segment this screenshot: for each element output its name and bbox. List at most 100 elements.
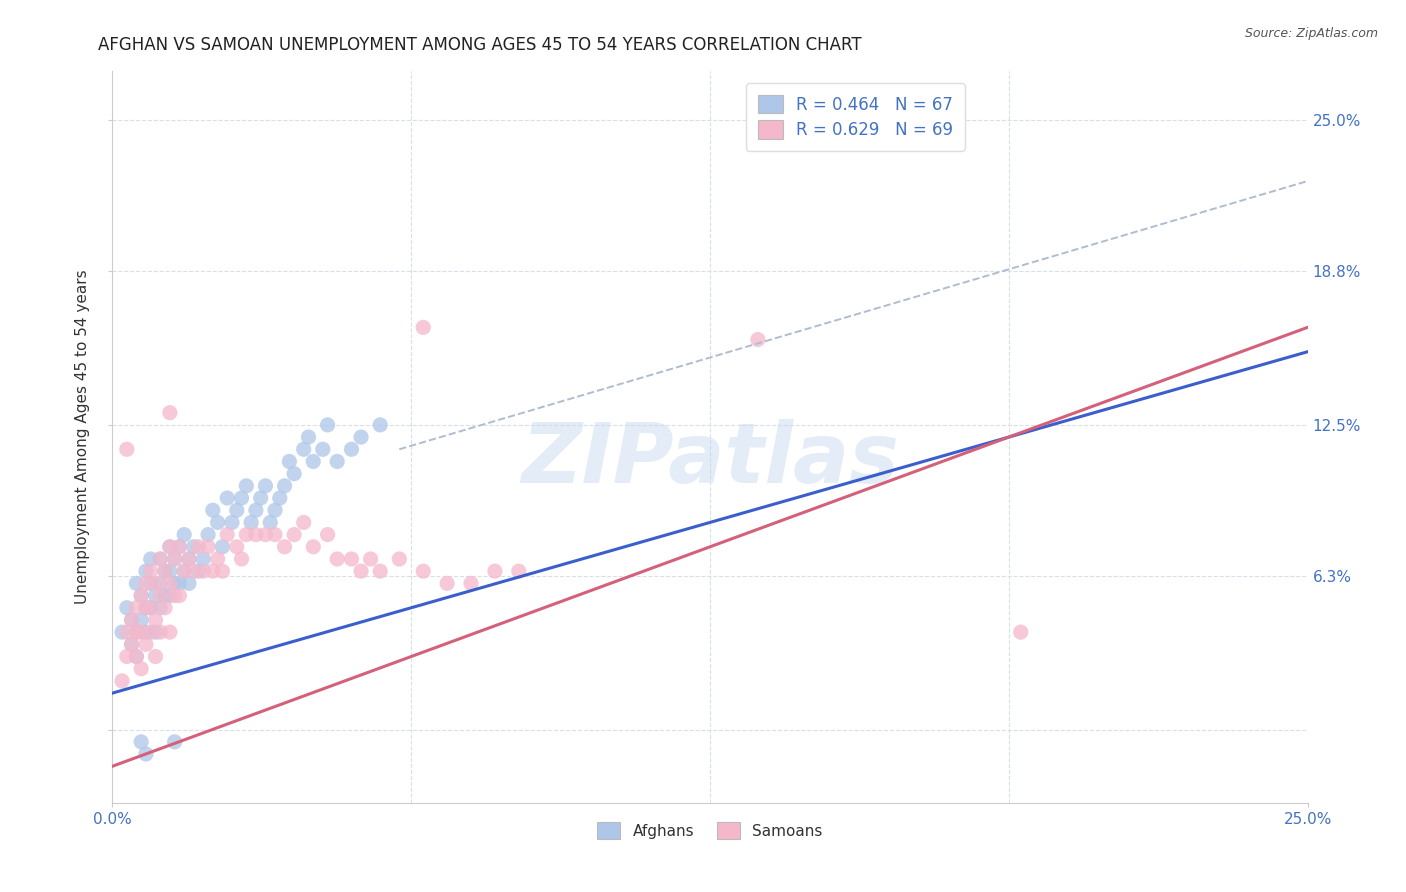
Point bbox=[149, 625, 172, 640]
Point bbox=[259, 516, 281, 530]
Point bbox=[159, 406, 181, 420]
Point bbox=[125, 576, 148, 591]
Point bbox=[121, 613, 143, 627]
Point bbox=[115, 600, 138, 615]
Point bbox=[163, 552, 186, 566]
Point bbox=[173, 527, 195, 541]
Point bbox=[159, 540, 181, 554]
Point bbox=[412, 564, 434, 578]
Point bbox=[388, 552, 411, 566]
Point bbox=[129, 662, 152, 676]
Point bbox=[169, 540, 191, 554]
Point bbox=[201, 503, 224, 517]
Point bbox=[183, 564, 205, 578]
Point bbox=[360, 552, 382, 566]
Point bbox=[125, 600, 148, 615]
Point bbox=[145, 589, 167, 603]
Point bbox=[153, 589, 176, 603]
Point bbox=[193, 552, 215, 566]
Point bbox=[297, 430, 319, 444]
Point bbox=[302, 454, 325, 468]
Point bbox=[201, 564, 224, 578]
Point bbox=[163, 735, 186, 749]
Point bbox=[283, 467, 305, 481]
Point bbox=[273, 540, 295, 554]
Point bbox=[508, 564, 530, 578]
Point bbox=[484, 564, 506, 578]
Point bbox=[173, 564, 195, 578]
Point bbox=[316, 527, 339, 541]
Point bbox=[231, 491, 253, 505]
Point bbox=[283, 527, 305, 541]
Point bbox=[139, 600, 162, 615]
Point bbox=[225, 540, 247, 554]
Point bbox=[340, 552, 363, 566]
Point bbox=[460, 576, 482, 591]
Point bbox=[111, 625, 134, 640]
Point bbox=[159, 589, 181, 603]
Point bbox=[173, 564, 195, 578]
Point bbox=[177, 552, 200, 566]
Point bbox=[135, 625, 157, 640]
Point bbox=[207, 516, 229, 530]
Point bbox=[292, 442, 315, 457]
Point bbox=[149, 552, 172, 566]
Point bbox=[278, 454, 301, 468]
Point bbox=[153, 564, 176, 578]
Point bbox=[153, 564, 176, 578]
Point bbox=[292, 516, 315, 530]
Point bbox=[225, 503, 247, 517]
Point bbox=[149, 576, 172, 591]
Point bbox=[217, 491, 239, 505]
Point bbox=[125, 625, 148, 640]
Point bbox=[1010, 625, 1032, 640]
Point bbox=[207, 552, 229, 566]
Point bbox=[139, 576, 162, 591]
Point bbox=[129, 589, 152, 603]
Point bbox=[254, 527, 277, 541]
Point bbox=[436, 576, 458, 591]
Point bbox=[302, 540, 325, 554]
Point bbox=[139, 600, 162, 615]
Point bbox=[211, 564, 233, 578]
Point bbox=[340, 442, 363, 457]
Point bbox=[135, 600, 157, 615]
Point bbox=[368, 564, 391, 578]
Point bbox=[183, 540, 205, 554]
Point bbox=[145, 625, 167, 640]
Point bbox=[145, 613, 167, 627]
Point bbox=[312, 442, 335, 457]
Point bbox=[169, 540, 191, 554]
Point bbox=[115, 649, 138, 664]
Point bbox=[264, 527, 287, 541]
Point bbox=[197, 540, 219, 554]
Point bbox=[412, 320, 434, 334]
Point bbox=[115, 442, 138, 457]
Point bbox=[217, 527, 239, 541]
Point bbox=[326, 552, 349, 566]
Point bbox=[125, 625, 148, 640]
Point bbox=[221, 516, 243, 530]
Point bbox=[169, 576, 191, 591]
Point bbox=[163, 552, 186, 566]
Point bbox=[159, 576, 181, 591]
Point bbox=[177, 552, 200, 566]
Point bbox=[273, 479, 295, 493]
Point bbox=[368, 417, 391, 432]
Point bbox=[240, 516, 263, 530]
Point bbox=[187, 564, 209, 578]
Point bbox=[350, 564, 373, 578]
Point bbox=[135, 600, 157, 615]
Point bbox=[326, 454, 349, 468]
Point bbox=[125, 649, 148, 664]
Point bbox=[316, 417, 339, 432]
Text: ZIPatlas: ZIPatlas bbox=[522, 418, 898, 500]
Point bbox=[193, 564, 215, 578]
Legend: Afghans, Samoans: Afghans, Samoans bbox=[589, 814, 831, 847]
Point bbox=[135, 747, 157, 761]
Point bbox=[211, 540, 233, 554]
Point bbox=[135, 576, 157, 591]
Text: AFGHAN VS SAMOAN UNEMPLOYMENT AMONG AGES 45 TO 54 YEARS CORRELATION CHART: AFGHAN VS SAMOAN UNEMPLOYMENT AMONG AGES… bbox=[98, 36, 862, 54]
Point bbox=[121, 637, 143, 651]
Point bbox=[139, 564, 162, 578]
